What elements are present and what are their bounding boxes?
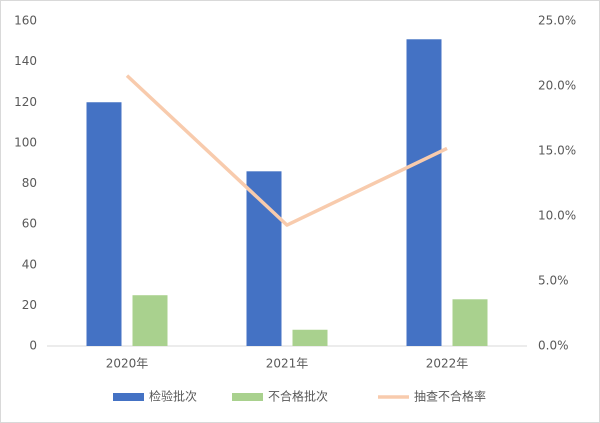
y-tick-label: 160: [14, 14, 37, 28]
bar: [246, 171, 282, 346]
y-tick-label: 0: [29, 339, 37, 353]
legend-label: 检验批次: [149, 389, 197, 404]
y-tick-label: 40: [22, 257, 37, 271]
x-tick-label: 2022年: [426, 357, 469, 371]
y-tick-label: 120: [14, 95, 37, 109]
bar: [406, 39, 442, 346]
legend-swatch: [113, 393, 144, 401]
bar: [132, 295, 168, 346]
legend-label: 抽查不合格率: [414, 389, 486, 404]
y-tick-label: 60: [22, 217, 37, 231]
legend-label: 不合格批次: [268, 389, 328, 404]
bar: [292, 329, 328, 346]
bar: [452, 299, 488, 346]
line: [125, 74, 448, 227]
bar: [86, 102, 122, 346]
y2-tick-label: 0.0%: [538, 339, 569, 353]
y2-tick-label: 5.0%: [538, 274, 569, 288]
y2-tick-label: 20.0%: [538, 79, 576, 93]
y-tick-label: 20: [22, 298, 37, 312]
y-tick-label: 140: [14, 54, 37, 68]
x-tick-label: 2020年: [106, 357, 149, 371]
legend-swatch: [232, 393, 263, 401]
y2-tick-label: 15.0%: [538, 144, 576, 158]
y-tick-label: 80: [22, 176, 37, 190]
y-tick-label: 100: [14, 135, 37, 149]
x-tick-label: 2021年: [266, 357, 309, 371]
y2-tick-label: 10.0%: [538, 209, 576, 223]
y2-tick-label: 25.0%: [538, 14, 576, 28]
